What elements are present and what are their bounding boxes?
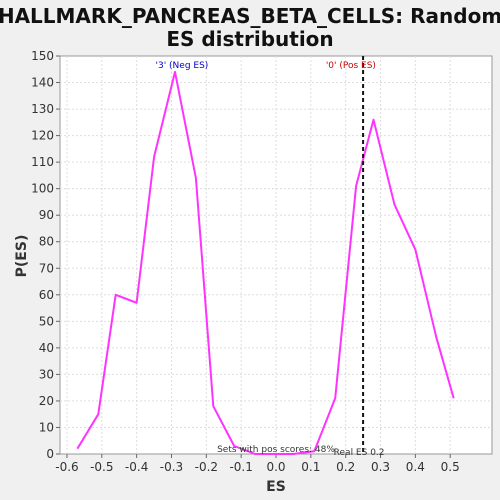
- x-tick-label: 0.4: [406, 460, 425, 474]
- y-tick-label: 100: [31, 182, 54, 196]
- grid: [60, 56, 492, 454]
- series-layer: [76, 56, 455, 455]
- x-tick-label: -0.4: [125, 460, 148, 474]
- y-tick-label: 120: [31, 129, 54, 143]
- x-tick-label: -0.6: [55, 460, 78, 474]
- y-tick-label: 70: [39, 261, 54, 275]
- x-tick-label: 0.3: [371, 460, 390, 474]
- annotation-layer: '3' (Neg ES) '0' (Pos ES) Sets with pos …: [156, 61, 385, 458]
- y-tick-label: 40: [39, 341, 54, 355]
- x-tick-label: -0.5: [90, 460, 113, 474]
- x-axis-label: ES: [266, 479, 286, 495]
- axes: 0 10 20 30 40 50 60 70 80 90 100 110 120 130 140 150 -0.…: [31, 49, 460, 474]
- y-tick-label: 50: [39, 314, 54, 328]
- real-es-label: Real ES 0.2: [334, 448, 385, 458]
- pos-scores-label: Sets with pos scores: 48%: [217, 445, 335, 455]
- series-line: [76, 70, 455, 455]
- y-tick-label: 10: [39, 420, 54, 434]
- chart-title-line1: HALLMARK_PANCREAS_BETA_CELLS: Random: [0, 4, 500, 28]
- x-tick-label: 0.1: [301, 460, 320, 474]
- y-axis-label: P(ES): [14, 235, 30, 278]
- y-tick-label: 20: [39, 394, 54, 408]
- x-tick-label: 0.5: [441, 460, 460, 474]
- y-tick-label: 30: [39, 367, 54, 381]
- x-tick-label: -0.1: [229, 460, 252, 474]
- y-tick-label: 130: [31, 102, 54, 116]
- x-tick-label: -0.3: [160, 460, 183, 474]
- y-tick-label: 90: [39, 208, 54, 222]
- y-tick-label: 60: [39, 288, 54, 302]
- pos-es-label: '0' (Pos ES): [326, 61, 376, 71]
- y-tick-label: 0: [46, 447, 54, 461]
- x-tick-label: 0.0: [266, 460, 285, 474]
- y-tick-label: 150: [31, 49, 54, 63]
- y-tick-label: 80: [39, 235, 54, 249]
- neg-es-label: '3' (Neg ES): [156, 61, 209, 71]
- y-tick-label: 110: [31, 155, 54, 169]
- chart-title-line2: ES distribution: [166, 27, 333, 51]
- y-tick-label: 140: [31, 76, 54, 90]
- x-tick-label: -0.2: [195, 460, 218, 474]
- x-tick-label: 0.2: [336, 460, 355, 474]
- plot-area: [59, 55, 493, 455]
